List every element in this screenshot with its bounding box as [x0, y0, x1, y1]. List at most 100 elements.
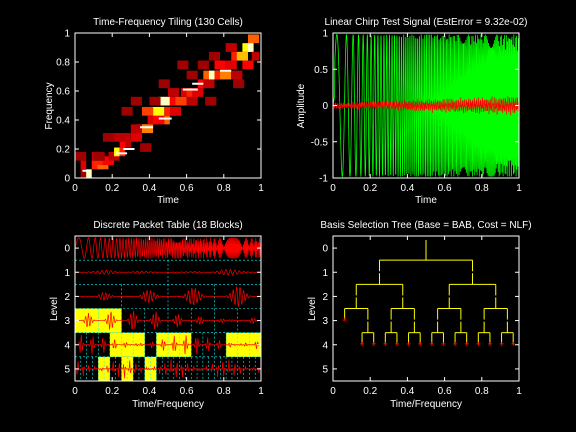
chirp-xtick-label: 0.4: [400, 183, 414, 194]
tiling-cell: [80, 160, 87, 170]
tiling-cell: [153, 106, 165, 116]
packet-xtick-label: 0.8: [217, 386, 231, 397]
chirp-ytick-label: -1: [319, 174, 328, 185]
tiling-xtick-label: 0: [72, 183, 78, 194]
tree-xticks: 0 0.2 0.4 0.6 0.8 1: [330, 236, 522, 397]
chirp-xtick-label: 0.8: [475, 183, 489, 194]
tree-leaf-marker: *: [360, 341, 365, 352]
tree-leaf-marker: *: [371, 341, 376, 352]
tiling-cell: [225, 43, 237, 52]
tree-xtick-label: 0: [330, 386, 336, 397]
chirp-xtick-label: 0.2: [363, 183, 377, 194]
tree-ytick-label: 4: [322, 340, 328, 351]
tree-title: Basis Selection Tree (Base = BAB, Cost =…: [320, 220, 531, 231]
packet-ytick-label: 0: [64, 244, 70, 255]
tree-leaf-marker: *: [429, 341, 434, 352]
tree-leaf-marker: *: [406, 341, 411, 352]
tiling-ytick-label: 0.2: [56, 145, 70, 156]
tree-leaf-marker: *: [464, 341, 469, 352]
tiling-cell: [186, 70, 198, 80]
tree-ytick-label: 3: [322, 316, 328, 327]
tiling-cell: [220, 70, 232, 80]
tiling-cell: [119, 147, 126, 157]
tiling-cell: [197, 60, 209, 70]
packet-level-waveform: [75, 334, 262, 355]
tiling-xtick-label: 0.2: [105, 183, 119, 194]
tiling-cell: [247, 34, 260, 44]
tiling-cell: [102, 156, 115, 165]
packet-xtick-label: 0.6: [180, 386, 194, 397]
tree-leaf-marker: *: [511, 341, 516, 352]
packet-ytick-label: 4: [64, 340, 70, 351]
tiling-cell: [231, 70, 243, 80]
tiling-cell: [130, 124, 142, 134]
tree-xtick-label: 1: [516, 386, 522, 397]
tree-leaf-marker: *: [476, 341, 481, 352]
tiling-cell: [225, 60, 237, 70]
tiling-cell: [140, 143, 152, 152]
tiling-xtick-label: 1: [258, 183, 264, 194]
tiling-cell: [164, 115, 170, 125]
tiling-cell: [130, 133, 142, 142]
tiling-cell: [97, 164, 109, 170]
chirp-residual-line: [332, 96, 520, 116]
tiling-cell: [208, 51, 221, 61]
tiling-ytick-label: 0.6: [56, 87, 70, 98]
packet-ytick-label: 5: [64, 364, 70, 375]
tiling-xtick-label: 0.4: [142, 183, 156, 194]
tiling-cell: [141, 106, 154, 116]
packet-xtick-label: 1: [258, 386, 264, 397]
tiling-axes-box: [74, 32, 262, 179]
tiling-cell: [192, 88, 204, 97]
tiling-streak: [220, 69, 232, 72]
tiling-xticks: 0 0.2 0.4 0.6 0.8 1: [72, 33, 264, 194]
tiling-cell: [112, 133, 131, 142]
packet-axes-box: [74, 235, 262, 382]
chirp-xtick-label: 1: [516, 183, 522, 194]
tiling-streak: [115, 152, 128, 155]
packet-level-waveform: [74, 310, 262, 330]
tree-ylabel: Level: [307, 297, 318, 321]
tiling-streak: [123, 148, 135, 150]
tiling-cells: [75, 34, 260, 178]
tree-content: * * * * * * * * * * * * * * *: [342, 240, 516, 352]
tiling-cell: [203, 79, 215, 89]
tiling-cell: [242, 60, 254, 70]
tree-leaf-marker: *: [441, 341, 446, 352]
tree-ytick-label: 1: [322, 268, 328, 279]
tiling-ytick-label: 0: [64, 174, 70, 185]
chirp-xlabel: Time: [415, 195, 437, 206]
packet-xlabel: Time/Frequency: [132, 399, 204, 410]
packet-ytick-label: 3: [64, 316, 70, 327]
chirp-ylabel: Amplitude: [296, 83, 307, 128]
tiling-cell: [75, 151, 87, 161]
tree-leaf-marker: *: [499, 341, 504, 352]
tiling-cell: [175, 96, 187, 106]
tree-leaf-marker: *: [342, 317, 347, 328]
tree-leaf-marker: *: [394, 341, 399, 352]
packet-xticks: 0 0.2 0.4 0.6 0.8 1: [72, 236, 264, 397]
tree-xtick-label: 0.8: [475, 386, 489, 397]
tree-leaf-marker: *: [383, 341, 388, 352]
tree-ytick-label: 2: [322, 292, 328, 303]
tiling-cell: [168, 88, 180, 97]
panel-tiling: Time-Frequency Tiling (130 Cells) 0 0.2 0.…: [44, 17, 264, 206]
tiling-cell: [149, 96, 161, 106]
panel-basis-tree: Basis Selection Tree (Base = BAB, Cost =…: [307, 220, 532, 410]
packet-xtick-label: 0.4: [142, 386, 156, 397]
panel-chirp: Linear Chirp Test Signal (EstError = 9.3…: [296, 17, 527, 206]
tiling-cell: [177, 60, 189, 70]
chirp-xtick-label: 0: [330, 183, 336, 194]
packet-ytick-label: 2: [64, 292, 70, 303]
chirp-ytick-label: -0.5: [311, 137, 329, 148]
tiling-xlabel: Time: [157, 195, 179, 206]
packet-level-waveform: [74, 236, 262, 260]
tiling-cell: [247, 43, 254, 52]
tiling-cell: [121, 106, 133, 116]
tree-xlabel: Time/Frequency: [390, 399, 462, 410]
tiling-streak: [140, 126, 154, 129]
tree-yticks: 0 1 2 3 4 5: [322, 244, 519, 375]
tree-xtick-label: 0.6: [438, 386, 452, 397]
tiling-ytick-label: 0.4: [56, 116, 70, 127]
